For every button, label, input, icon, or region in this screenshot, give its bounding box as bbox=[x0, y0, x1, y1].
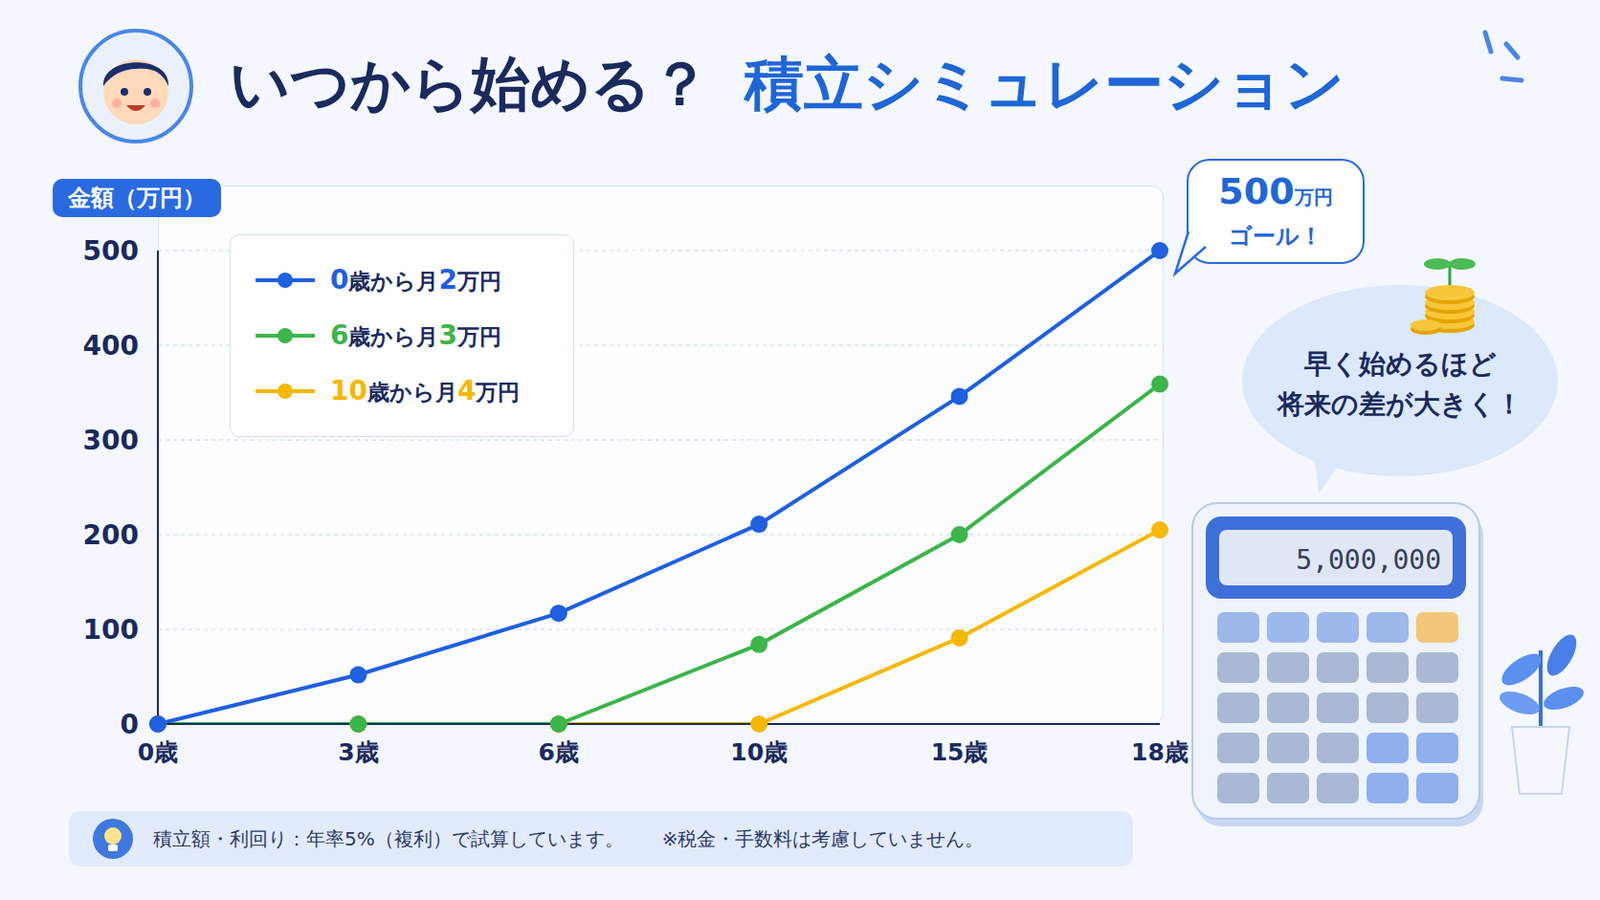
svg-text:18歳: 18歳 bbox=[1131, 738, 1189, 767]
html-text:500万円: 500万円 bbox=[1218, 170, 1333, 213]
html-text:※税金・手数料は考慮していません。: ※税金・手数料は考慮していません。 bbox=[661, 827, 985, 851]
html-text:将来の差が大きく！: 将来の差が大きく！ bbox=[1277, 388, 1523, 421]
html-text:ゴール！: ゴール！ bbox=[1228, 222, 1323, 250]
html-text:積立額・利回り：年率5%（複利）で試算しています。: 積立額・利回り：年率5%（複利）で試算しています。 bbox=[153, 827, 624, 851]
svg-text:6歳: 6歳 bbox=[538, 738, 579, 767]
svg-text:300: 300 bbox=[83, 424, 139, 457]
svg-text:200: 200 bbox=[83, 519, 139, 552]
svg-text:3歳: 3歳 bbox=[337, 738, 378, 767]
svg-text:500: 500 bbox=[83, 235, 139, 267]
svg-text:400: 400 bbox=[83, 330, 139, 362]
svg-text:10歳: 10歳 bbox=[730, 738, 788, 767]
html-text:積立シミュレーション: 積立シミュレーション bbox=[744, 48, 1345, 119]
svg-text:0歳: 0歳 bbox=[137, 738, 178, 767]
html-text:金額（万円）: 金額（万円） bbox=[67, 184, 206, 212]
html-text:0歳から月2万円: 0歳から月2万円 bbox=[330, 264, 502, 296]
svg-text:15歳: 15歳 bbox=[931, 738, 989, 767]
html-text:6歳から月3万円: 6歳から月3万円 bbox=[330, 319, 502, 352]
html-text:いつから始める？: いつから始める？ bbox=[229, 48, 711, 119]
html-text:早く始めるほど: 早く始めるほど bbox=[1303, 348, 1497, 380]
svg-text:5,000,000: 5,000,000 bbox=[1295, 544, 1442, 577]
html-text:10歳から月4万円: 10歳から月4万円 bbox=[330, 375, 521, 407]
svg-text:0: 0 bbox=[120, 709, 139, 741]
svg-text:100: 100 bbox=[83, 614, 139, 646]
